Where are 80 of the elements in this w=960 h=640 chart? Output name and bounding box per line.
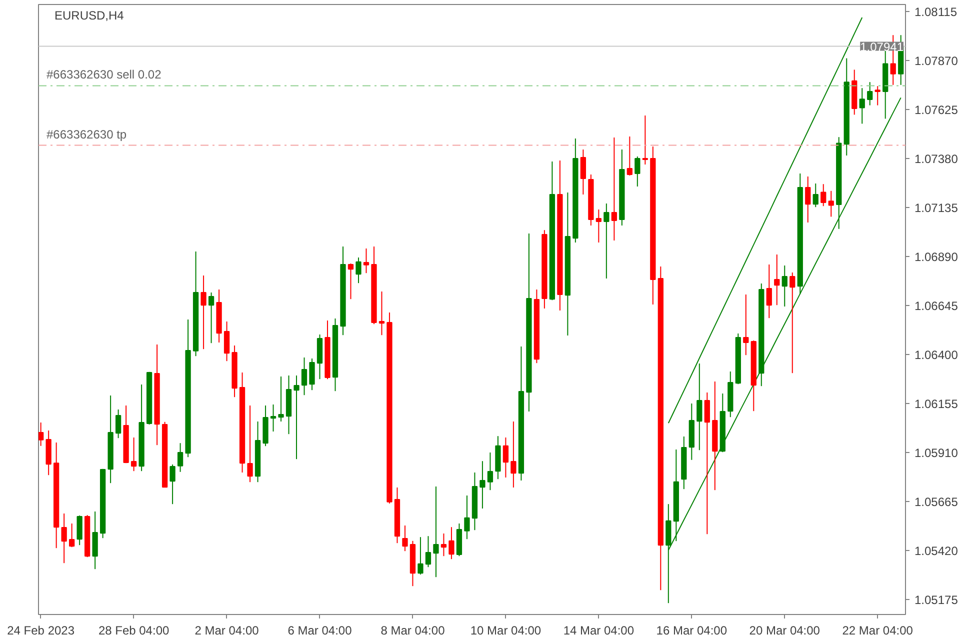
candlestick bbox=[378, 291, 385, 336]
candlestick bbox=[278, 376, 284, 422]
candlestick bbox=[301, 357, 308, 396]
candlestick bbox=[642, 115, 648, 165]
candlestick bbox=[859, 88, 865, 124]
y-tick-label: 1.05175 bbox=[914, 593, 958, 607]
candlestick bbox=[820, 184, 826, 207]
candlestick bbox=[867, 82, 873, 106]
candlestick bbox=[224, 321, 230, 362]
x-tick-label: 22 Mar 04:00 bbox=[842, 624, 914, 638]
candlestick bbox=[200, 275, 206, 350]
candlestick bbox=[510, 421, 516, 488]
candlestick bbox=[487, 452, 494, 491]
candlestick bbox=[208, 292, 214, 344]
candlestick bbox=[782, 265, 788, 307]
y-tick-label: 1.08115 bbox=[914, 5, 958, 19]
candlestick bbox=[604, 203, 610, 279]
candlestick bbox=[247, 405, 253, 483]
candlestick bbox=[812, 183, 818, 208]
x-tick-label: 14 Mar 04:00 bbox=[563, 624, 634, 638]
candlestick bbox=[611, 137, 617, 241]
y-tick-label: 1.06645 bbox=[914, 299, 958, 313]
y-tick-label: 1.07870 bbox=[914, 54, 958, 68]
candlestick bbox=[634, 156, 640, 187]
ref-line-label: #663362630 tp bbox=[46, 127, 127, 142]
candlestick bbox=[433, 486, 439, 578]
x-tick-label: 10 Mar 04:00 bbox=[470, 624, 542, 638]
candlestick bbox=[626, 136, 632, 176]
candlestick bbox=[743, 294, 749, 356]
candlestick bbox=[309, 358, 315, 391]
candlestick bbox=[464, 495, 470, 540]
chart-title: EURUSD,H4 bbox=[54, 8, 124, 22]
candlestick bbox=[874, 86, 880, 106]
y-tick-label: 1.05665 bbox=[914, 495, 958, 509]
candlestick bbox=[704, 392, 710, 535]
y-tick-label: 1.07380 bbox=[914, 152, 958, 166]
candlestick bbox=[363, 248, 370, 274]
y-tick-label: 1.07135 bbox=[914, 201, 958, 215]
candlestick bbox=[828, 190, 834, 218]
x-tick-label: 28 Feb 04:00 bbox=[98, 624, 170, 638]
candlestick bbox=[130, 437, 137, 472]
x-tick-label: 20 Mar 04:00 bbox=[749, 624, 820, 638]
candlestick bbox=[38, 422, 44, 446]
candlestick bbox=[805, 176, 811, 223]
candlestick bbox=[115, 409, 122, 439]
x-tick-label: 2 Mar 04:00 bbox=[194, 624, 260, 638]
candlestick bbox=[418, 536, 424, 575]
candlestick bbox=[61, 513, 67, 564]
y-tick-label: 1.06400 bbox=[914, 348, 958, 362]
candlestick bbox=[448, 526, 454, 560]
y-tick-label: 1.07625 bbox=[914, 103, 958, 117]
candlestick bbox=[440, 533, 447, 557]
candlestick bbox=[270, 404, 276, 432]
y-tick-label: 1.06155 bbox=[914, 397, 958, 411]
candlestick bbox=[92, 511, 98, 570]
candlestick bbox=[596, 209, 602, 243]
ref-line-label: #663362630 sell 0.02 bbox=[46, 68, 162, 82]
candlestick bbox=[68, 523, 75, 548]
x-tick-label: 16 Mar 04:00 bbox=[656, 624, 728, 638]
candlestick bbox=[356, 257, 362, 284]
candlestick bbox=[348, 263, 354, 300]
ref-line-label: 1.07941 bbox=[860, 40, 904, 54]
x-tick-label: 24 Feb 2023 bbox=[7, 624, 75, 638]
candlestick bbox=[480, 460, 486, 509]
candlestick bbox=[177, 442, 184, 472]
y-tick-label: 1.06890 bbox=[914, 250, 958, 264]
x-tick-label: 6 Mar 04:00 bbox=[288, 624, 352, 638]
candlestick bbox=[790, 272, 796, 374]
y-tick-label: 1.05910 bbox=[914, 446, 958, 460]
candlestick bbox=[170, 464, 176, 505]
candlestick bbox=[402, 525, 408, 552]
candlestick bbox=[502, 437, 509, 478]
candlestick bbox=[425, 536, 432, 568]
candlestick bbox=[580, 149, 586, 195]
candlestick bbox=[766, 264, 772, 319]
x-tick-label: 8 Mar 04:00 bbox=[380, 624, 446, 638]
candlestick bbox=[774, 254, 780, 306]
candlestick bbox=[76, 515, 82, 546]
y-tick-label: 1.05420 bbox=[914, 544, 958, 558]
candlestick bbox=[294, 375, 300, 460]
